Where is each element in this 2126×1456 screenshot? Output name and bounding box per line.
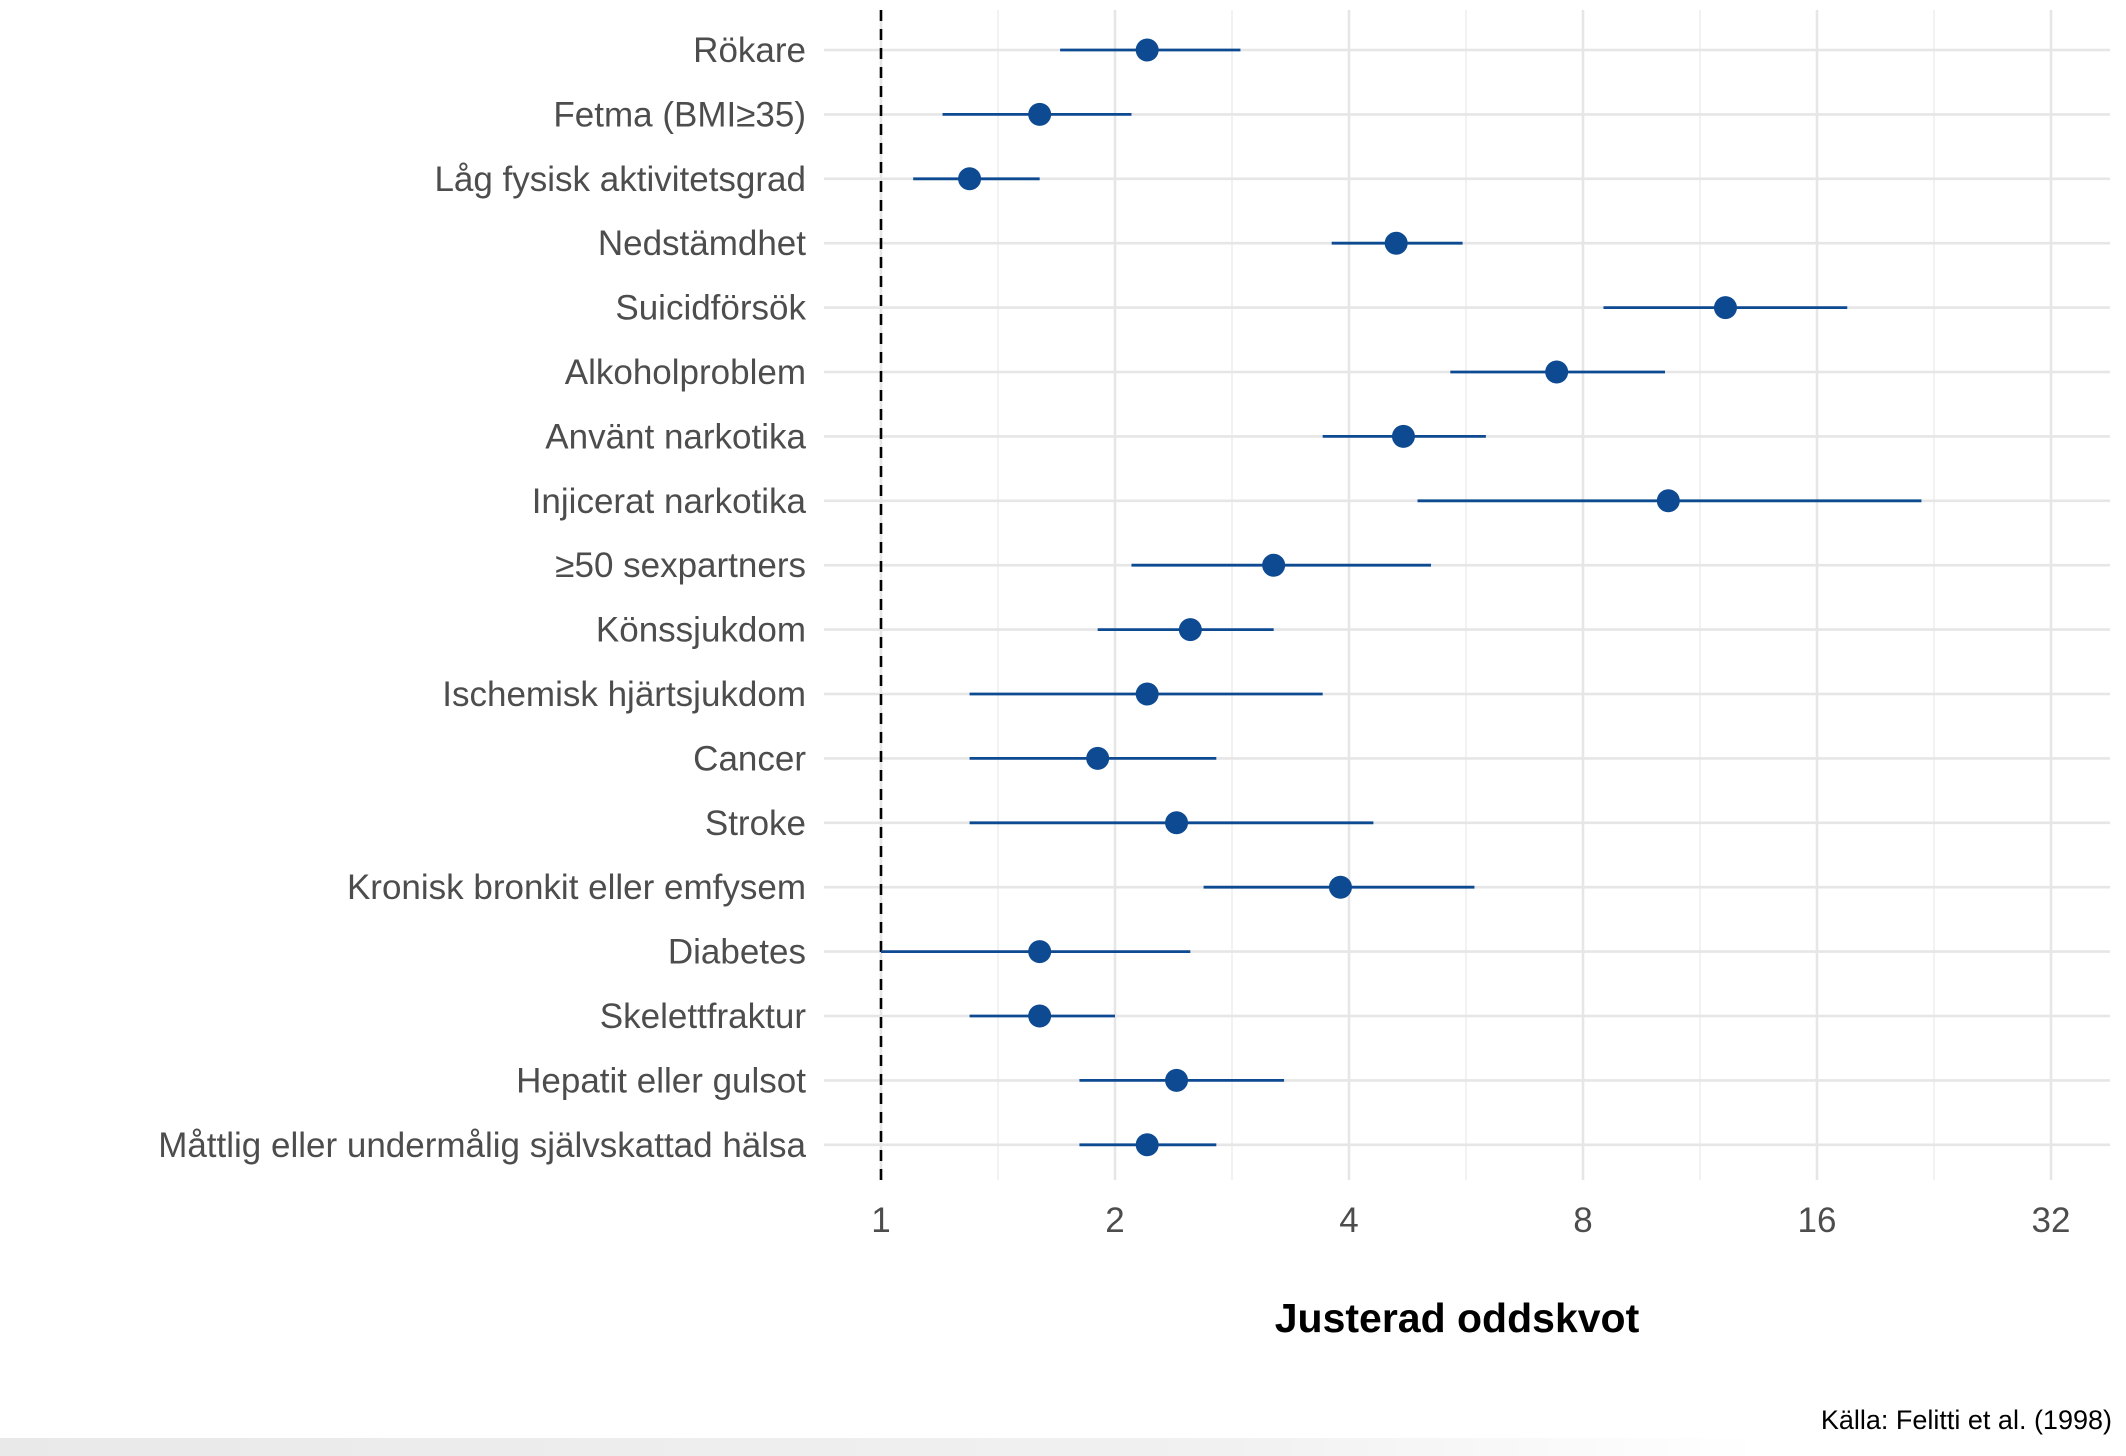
- category-label: Ischemisk hjärtsjukdom: [442, 675, 806, 714]
- category-label: Diabetes: [668, 933, 806, 972]
- category-label: Låg fysisk aktivitetsgrad: [434, 160, 806, 199]
- or-point: [1135, 682, 1159, 706]
- category-label: Suicidförsök: [615, 289, 806, 328]
- or-point: [1178, 618, 1202, 642]
- source-caption: Källa: Felitti et al. (1998): [1820, 1405, 2112, 1435]
- category-label: Använt narkotika: [545, 417, 806, 456]
- category-label: Nedstämdhet: [598, 224, 806, 263]
- bottom-shade: [0, 1438, 1760, 1456]
- category-label: Fetma (BMI≥35): [553, 95, 806, 134]
- category-label: Måttlig eller undermålig självskattad hä…: [158, 1126, 806, 1165]
- x-tick-label: 4: [1339, 1201, 1358, 1240]
- category-label: Kronisk bronkit eller emfysem: [347, 868, 806, 907]
- or-point: [958, 167, 982, 191]
- or-point: [1165, 811, 1189, 835]
- category-label: Cancer: [693, 739, 806, 778]
- category-label: Alkoholproblem: [565, 353, 806, 392]
- or-point: [1028, 940, 1052, 964]
- x-tick-label: 32: [2032, 1201, 2071, 1240]
- category-label-layer: Rökare Fetma (BMI≥35) Låg fysisk aktivitet…: [158, 31, 806, 1165]
- x-tick-label: 16: [1798, 1201, 1837, 1240]
- category-label: Skelettfraktur: [600, 997, 807, 1036]
- category-label: Injicerat narkotika: [532, 482, 807, 521]
- x-tick-label: 2: [1105, 1201, 1124, 1240]
- or-point: [1545, 360, 1569, 384]
- or-point: [1384, 231, 1408, 255]
- category-label: Könssjukdom: [596, 611, 806, 650]
- x-tick-label: 8: [1573, 1201, 1592, 1240]
- or-point: [1713, 296, 1737, 320]
- x-axis-title: Justerad oddskvot: [1275, 1295, 1640, 1341]
- category-label: Rökare: [693, 31, 806, 70]
- or-point: [1391, 424, 1415, 448]
- point-layer: [958, 38, 1737, 1157]
- or-point: [1028, 1004, 1052, 1028]
- x-tick-label-layer: 1 2 4 8 16 32: [871, 1201, 2070, 1240]
- or-point: [1086, 746, 1110, 770]
- grid-layer: [824, 10, 2110, 1180]
- or-point: [1165, 1068, 1189, 1092]
- or-point: [1262, 553, 1286, 577]
- or-point: [1328, 875, 1352, 899]
- or-point: [1028, 102, 1052, 126]
- or-point: [1656, 489, 1680, 513]
- or-point: [1135, 1133, 1159, 1157]
- category-label: ≥50 sexpartners: [555, 546, 806, 585]
- category-label: Stroke: [705, 804, 806, 843]
- x-tick-label: 1: [871, 1201, 890, 1240]
- category-label: Hepatit eller gulsot: [516, 1061, 806, 1100]
- or-point: [1135, 38, 1159, 62]
- confidence-interval-layer: [881, 48, 1922, 1147]
